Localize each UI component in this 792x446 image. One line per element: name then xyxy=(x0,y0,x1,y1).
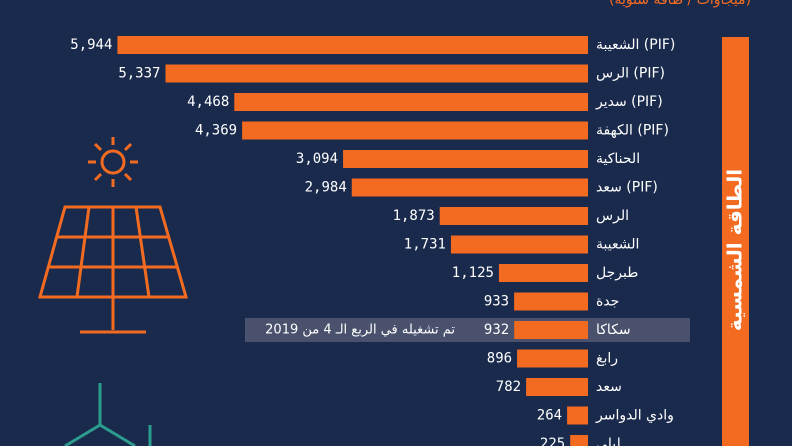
bar xyxy=(567,406,588,425)
value-label: 264 xyxy=(537,408,562,424)
category-label: الكهفة (PIF) xyxy=(596,123,669,139)
category-label: الشعيبة xyxy=(596,237,639,253)
bar xyxy=(439,207,588,225)
category-label: الشعيبة (PIF) xyxy=(596,37,675,53)
value-label: 1,873 xyxy=(393,208,435,224)
value-label: 2,984 xyxy=(305,180,347,196)
bar xyxy=(514,321,588,339)
bar xyxy=(517,349,588,368)
bar xyxy=(514,292,588,311)
bar xyxy=(165,64,589,83)
value-label: 3,094 xyxy=(296,151,338,167)
category-label: الحناكية xyxy=(596,151,640,167)
category-label: الرس (PIF) xyxy=(596,66,665,82)
value-label: 932 xyxy=(484,322,509,338)
value-label: 5,337 xyxy=(118,66,160,82)
value-label: 782 xyxy=(496,379,521,395)
annotation: تم تشغيله في الربع الـ 4 من 2019 xyxy=(265,323,455,338)
category-label: رابغ xyxy=(596,351,618,367)
category-label: سدير (PIF) xyxy=(595,94,663,110)
bar xyxy=(343,150,588,168)
category-label: سكاكا xyxy=(596,322,631,338)
bar xyxy=(450,235,588,254)
bar xyxy=(498,264,588,282)
bar xyxy=(234,93,589,111)
value-label: 1,125 xyxy=(452,265,494,281)
value-label: 225 xyxy=(540,436,565,446)
highlight-band xyxy=(245,318,690,342)
category-label: سعد xyxy=(596,379,622,395)
solar-panel-icon xyxy=(38,205,188,334)
wind-turbine-icon xyxy=(64,383,152,446)
bar xyxy=(242,121,588,140)
bar xyxy=(570,435,588,446)
bar xyxy=(526,378,588,396)
bar xyxy=(351,178,588,197)
value-label: 4,468 xyxy=(187,94,229,110)
value-label: 1,731 xyxy=(404,237,446,253)
value-label: 5,944 xyxy=(70,37,112,53)
group-label: الطاقة الشمسية xyxy=(723,169,747,331)
category-label: ليلى xyxy=(596,436,621,446)
category-label: سعد (PIF) xyxy=(596,180,658,196)
group-band xyxy=(722,37,749,446)
category-label: وادي الدواسر xyxy=(595,408,674,424)
bar xyxy=(117,36,588,54)
value-label: 4,369 xyxy=(195,123,237,139)
subtitle: (ميجاوات / طاقة سنوية) xyxy=(609,0,751,8)
value-label: 896 xyxy=(487,351,512,367)
category-label: جدة xyxy=(596,294,619,310)
category-label: طبرجل xyxy=(596,265,638,281)
sun-icon xyxy=(88,137,138,187)
value-label: 933 xyxy=(484,294,509,310)
category-label: الرس xyxy=(596,208,629,224)
